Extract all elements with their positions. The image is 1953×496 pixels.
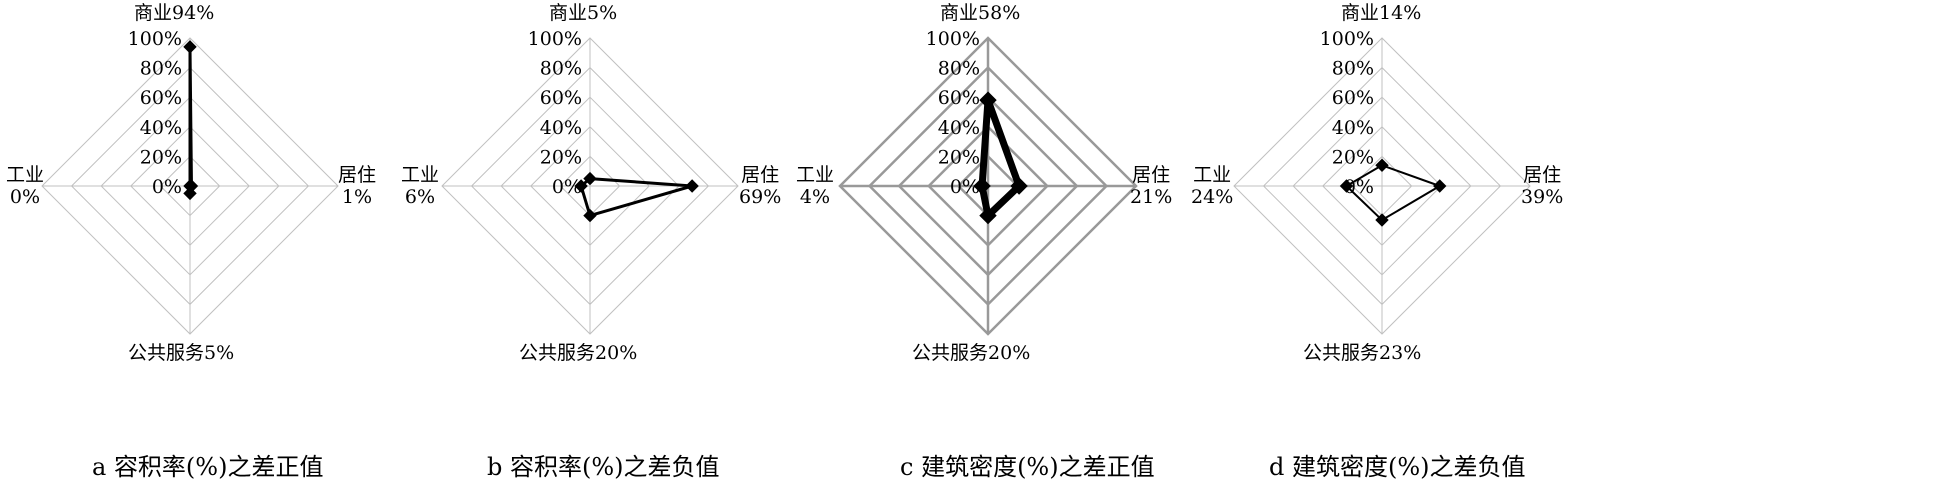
axis-label-commerce-b: 商业5% — [549, 2, 618, 24]
axis-label-residential-b: 居住 69% — [739, 164, 782, 208]
axis-label-residential-d: 居住 39% — [1521, 164, 1564, 208]
tick-label: 60% — [140, 87, 182, 109]
radar-chart-b: 0% 20% 40% 60% 80% 100% — [441, 28, 739, 335]
tick-label: 60% — [1332, 87, 1374, 109]
tick-label: 80% — [1332, 58, 1374, 80]
series-line — [579, 177, 694, 218]
data-point-1 — [685, 179, 699, 193]
series-line — [188, 45, 193, 195]
radar-chart-a: 0% 20% 40% 60% 80% 100% — [41, 28, 339, 335]
radar-panel-d: 0% 20% 40% 60% 80% 100% 商业14% 居住 39% 公共服务23% 工… — [1185, 0, 1953, 496]
data-point-0 — [183, 40, 197, 54]
data-point-2 — [583, 208, 597, 223]
axis-label-industry-d: 工业 24% — [1191, 164, 1234, 208]
tick-label: 100% — [528, 28, 582, 50]
chart-caption-d: d 建筑密度(%)之差负值 — [1269, 453, 1526, 481]
axis-label-public-d: 公共服务23% — [1303, 342, 1422, 364]
axis-label-industry-c: 工业 4% — [796, 164, 835, 208]
axis-label-public-b: 公共服务20% — [519, 342, 638, 364]
data-point-2 — [183, 186, 197, 201]
tick-label: 40% — [540, 117, 582, 139]
tick-label: 20% — [1332, 146, 1374, 168]
axis-label-public-c: 公共服务20% — [912, 342, 1031, 364]
axis-label-commerce-c: 商业58% — [940, 2, 1021, 24]
tick-label: 20% — [938, 146, 980, 168]
chart-caption-a: a 容积率(%)之差正值 — [92, 453, 324, 481]
data-point-3 — [1339, 179, 1354, 193]
axis-label-residential-c: 居住 21% — [1130, 164, 1173, 208]
tick-label: 20% — [540, 146, 582, 168]
axis-label-residential-a: 居住 1% — [338, 164, 377, 208]
data-point-3 — [973, 177, 991, 195]
tick-label: 0% — [950, 176, 980, 198]
tick-label: 80% — [938, 58, 980, 80]
data-point-1 — [1433, 179, 1447, 193]
tick-label: 80% — [140, 58, 182, 80]
chart-caption-c: c 建筑密度(%)之差正值 — [900, 453, 1155, 481]
tick-label: 100% — [128, 28, 182, 50]
tick-label: 60% — [938, 87, 980, 109]
axis-label-industry-b: 工业 6% — [401, 164, 440, 208]
axis-label-commerce-d: 商业14% — [1341, 2, 1422, 24]
tick-label: 60% — [540, 87, 582, 109]
tick-label: 0% — [552, 176, 582, 198]
radar-panel-c: 0% 20% 40% 60% 80% 100% 商业58% 居住 21% 公共服务20% 工… — [790, 0, 1210, 496]
tick-label: 100% — [926, 28, 980, 50]
data-point-3 — [574, 179, 588, 193]
axis-label-industry-a: 工业 0% — [6, 164, 45, 208]
data-point-0 — [979, 91, 997, 109]
data-point-1 — [1010, 177, 1028, 195]
tick-label: 20% — [140, 146, 182, 168]
radar-panel-a: 0% 20% 40% 60% 80% 100% 商业94% 居住 1% 公共服务5% 工业 0… — [0, 0, 480, 496]
data-point-2 — [1375, 213, 1389, 227]
radar-chart-c: 0% 20% 40% 60% 80% 100% — [838, 28, 1138, 336]
radar-chart-d: 0% 20% 40% 60% 80% 100% — [1233, 28, 1531, 335]
axis-label-public-a: 公共服务5% — [128, 342, 235, 364]
data-point-0 — [583, 171, 597, 186]
tick-label: 40% — [1332, 117, 1374, 139]
tick-label: 100% — [1320, 28, 1374, 50]
chart-caption-b: b 容积率(%)之差负值 — [487, 453, 720, 481]
tick-label: 80% — [540, 58, 582, 80]
axis-label-commerce-a: 商业94% — [134, 2, 215, 24]
tick-label: 40% — [140, 117, 182, 139]
data-point-3 — [183, 179, 197, 193]
data-point-0 — [1375, 158, 1389, 172]
tick-label: 0% — [1344, 176, 1374, 198]
tick-label: 40% — [938, 117, 980, 139]
radar-panel-b: 0% 20% 40% 60% 80% 100% 商业5% 居住 69% 公共服务20% 工业… — [395, 0, 875, 496]
tick-label: 0% — [152, 176, 182, 198]
data-point-2 — [979, 206, 997, 225]
